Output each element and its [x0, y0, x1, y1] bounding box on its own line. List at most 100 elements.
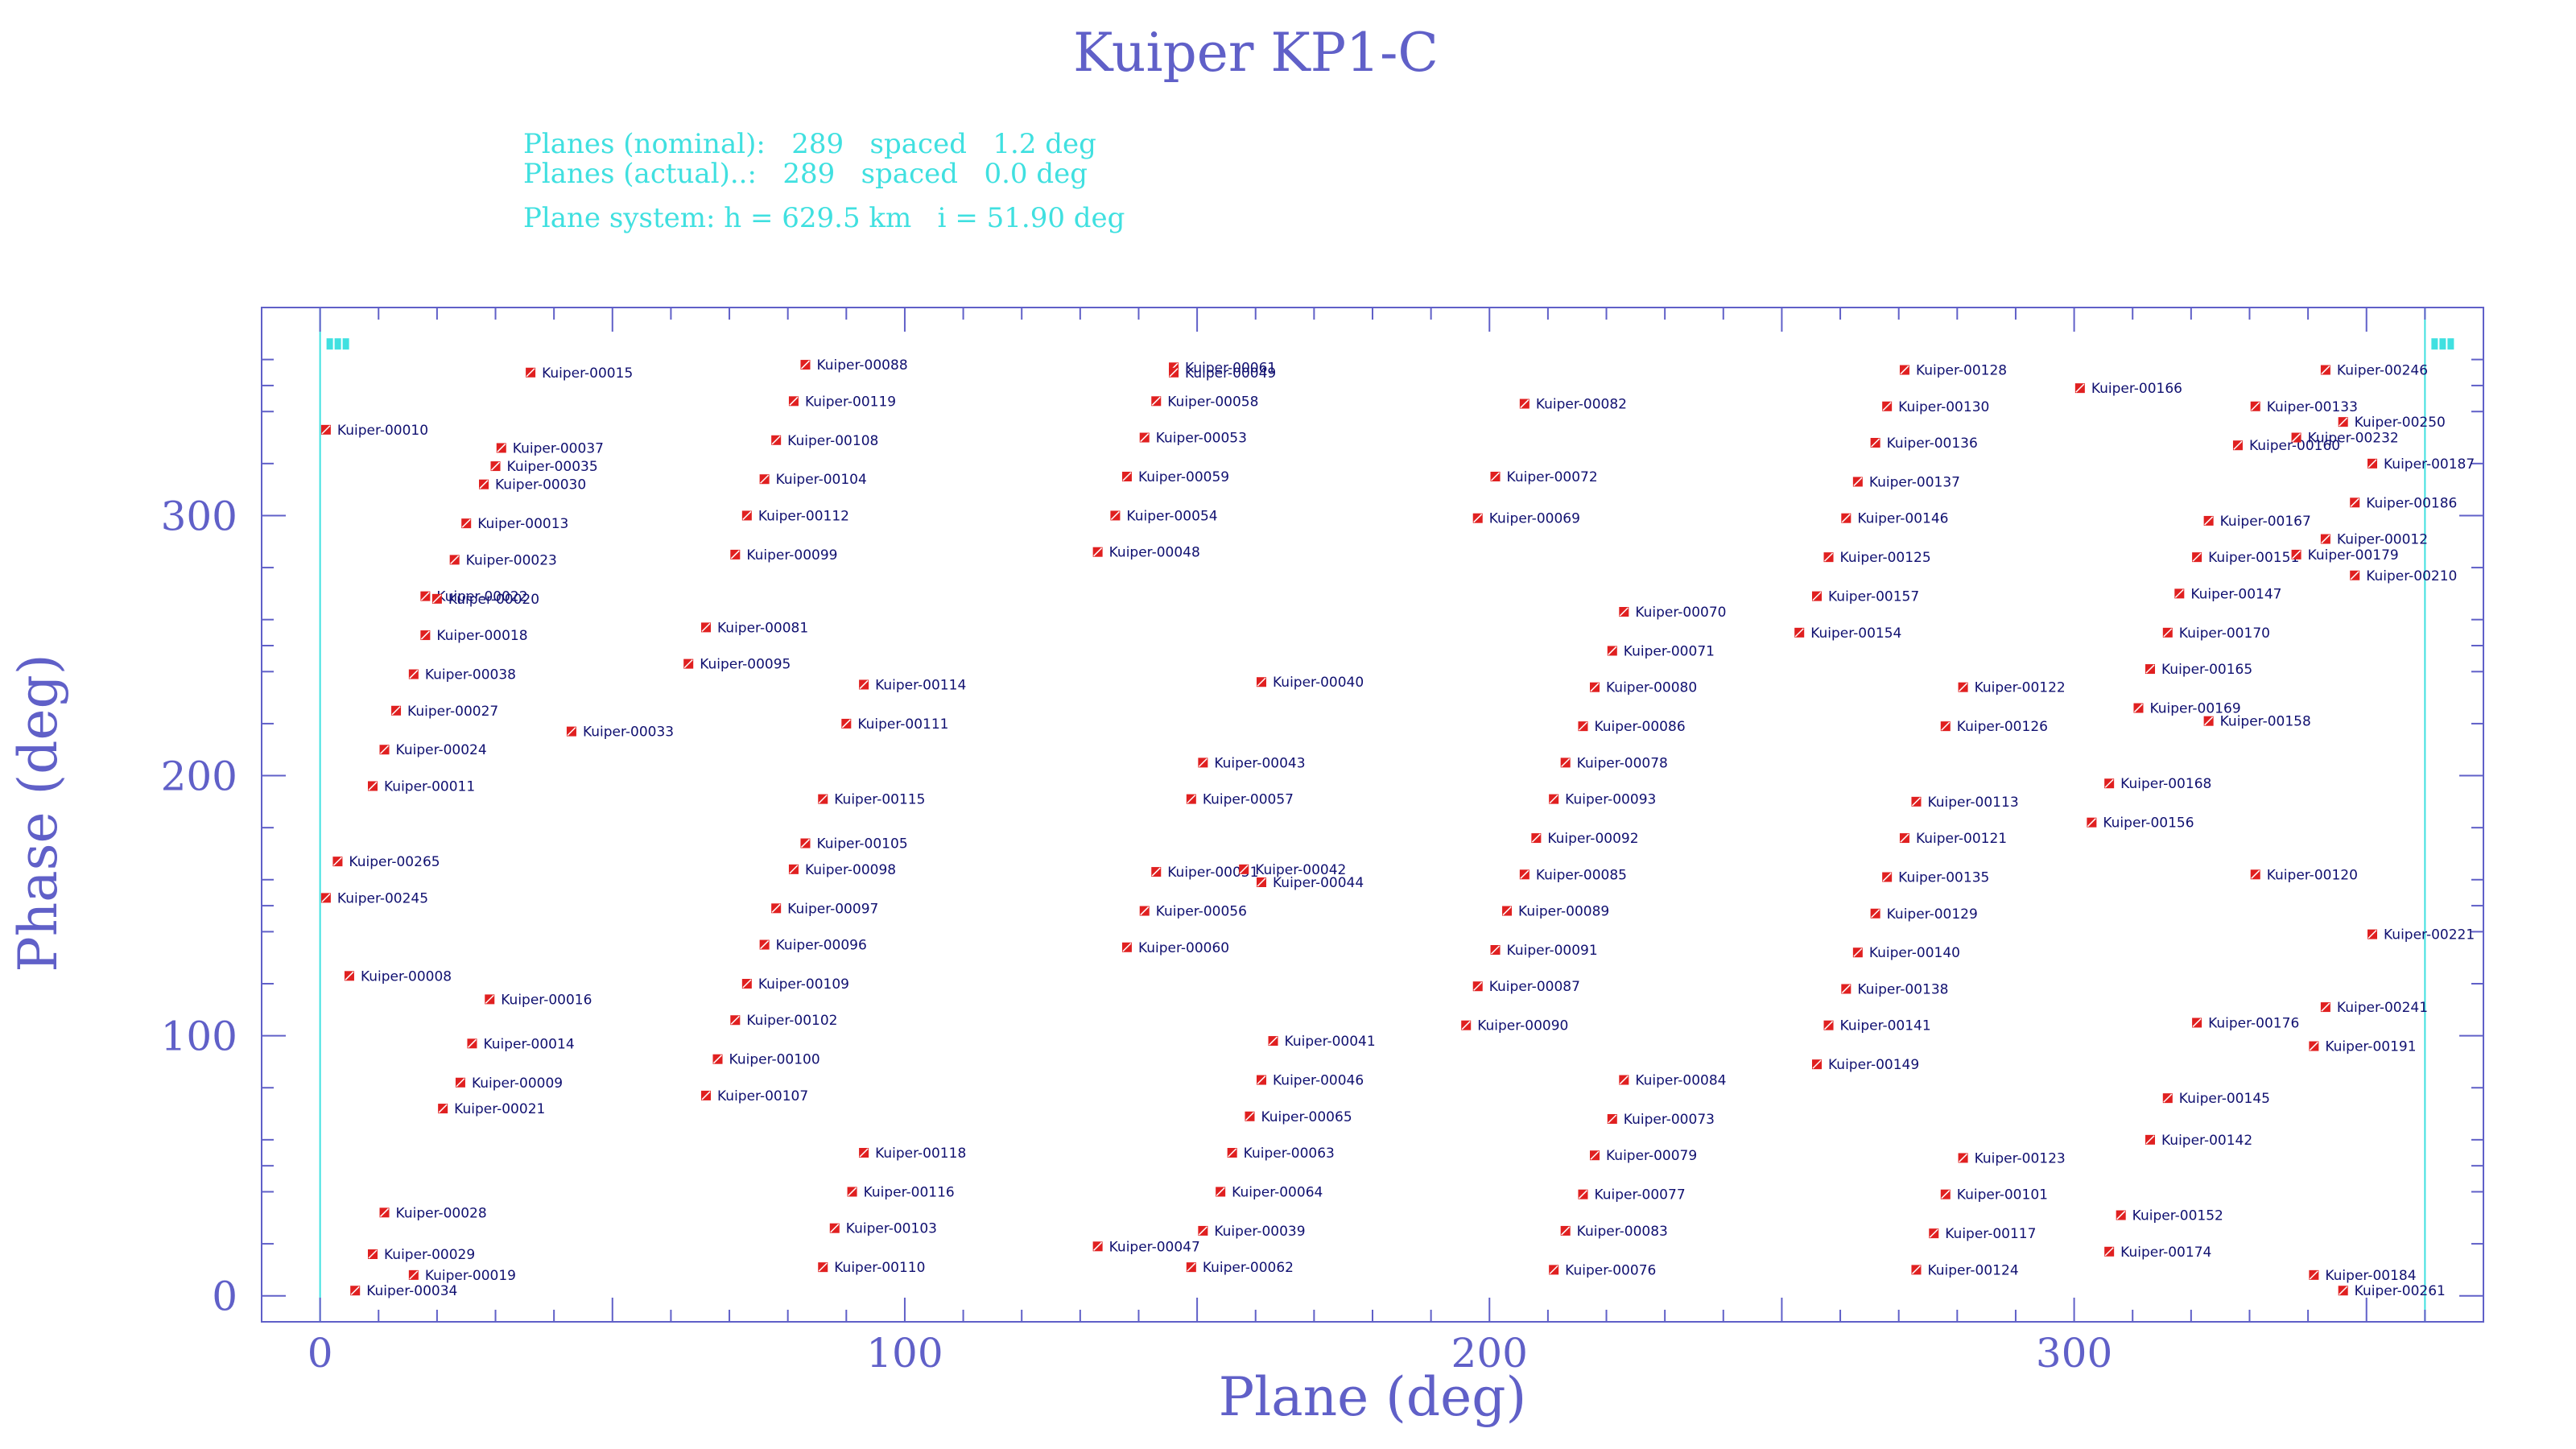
satellite-label: Kuiper-00102 [746, 1013, 837, 1029]
satellite-label: Kuiper-00081 [717, 620, 808, 636]
satellite-marker-slash [712, 1055, 723, 1064]
info-line-1: Planes (nominal): 289 spaced 1.2 deg [523, 128, 1096, 160]
satellite-marker-slash [1619, 1075, 1629, 1085]
satellite-marker-slash [2116, 1211, 2126, 1220]
satellite-label: Kuiper-00098 [805, 862, 896, 878]
boundary-marker-0 [326, 338, 333, 350]
satellite-label: Kuiper-00168 [2120, 776, 2211, 792]
satellite-label: Kuiper-00145 [2179, 1091, 2270, 1107]
satellite-label: Kuiper-00018 [436, 628, 527, 644]
satellite-marker-slash [2251, 869, 2260, 879]
satellite-label: Kuiper-00085 [1536, 867, 1627, 883]
satellite-label: Kuiper-00057 [1203, 792, 1294, 808]
satellite-marker-slash [2233, 440, 2243, 450]
satellite-label: Kuiper-00138 [1857, 981, 1948, 997]
satellite-label: Kuiper-00084 [1635, 1073, 1726, 1089]
satellite-label: Kuiper-00265 [349, 854, 440, 870]
satellite-label: Kuiper-00130 [1898, 399, 1989, 415]
satellite-marker-slash [2368, 930, 2377, 939]
satellite-marker-slash [1122, 943, 1132, 952]
satellite-marker-slash [1140, 433, 1150, 443]
y-tick-label: 300 [161, 493, 237, 539]
satellite-marker-slash [1578, 1190, 1588, 1199]
satellite-marker-slash [771, 436, 781, 445]
satellite-label: Kuiper-00058 [1167, 394, 1258, 410]
satellite-marker-slash [1549, 1265, 1558, 1274]
satellite-label: Kuiper-00008 [361, 968, 452, 985]
satellite-label: Kuiper-00100 [729, 1052, 820, 1068]
satellite-label: Kuiper-00114 [875, 677, 966, 693]
satellite-label: Kuiper-00064 [1232, 1184, 1323, 1200]
satellite-marker-slash [1590, 683, 1600, 692]
y-tick-label: 100 [161, 1013, 237, 1060]
satellite-marker-slash [1151, 396, 1161, 406]
satellite-label: Kuiper-00090 [1477, 1018, 1568, 1034]
boundary-marker-1 [2431, 338, 2438, 350]
satellite-label: Kuiper-00111 [857, 716, 948, 733]
satellite-label: Kuiper-00028 [396, 1205, 487, 1221]
satellite-label: Kuiper-00021 [454, 1101, 545, 1117]
satellite-label: Kuiper-00016 [501, 992, 592, 1008]
satellite-label: Kuiper-00169 [2149, 701, 2240, 717]
satellite-marker-slash [742, 510, 752, 520]
satellite-marker-slash [1169, 368, 1179, 378]
satellite-label: Kuiper-00033 [583, 724, 674, 741]
satellite-label: Kuiper-00024 [396, 742, 487, 758]
satellite-label: Kuiper-00087 [1489, 979, 1580, 995]
satellite-label: Kuiper-00051 [1167, 865, 1258, 881]
satellite-marker-slash [321, 893, 331, 902]
y-tick-label: 0 [212, 1274, 237, 1320]
satellite-label: Kuiper-00124 [1927, 1262, 2018, 1278]
satellite-marker-slash [830, 1224, 840, 1233]
satellite-label: Kuiper-00099 [746, 547, 837, 564]
satellite-marker-slash [1257, 877, 1266, 887]
satellite-marker-slash [345, 971, 354, 980]
satellite-marker-slash [420, 592, 430, 601]
satellite-marker-slash [1140, 906, 1150, 916]
satellite-marker-slash [789, 396, 799, 406]
info-line-2: Planes (actual)..: 289 spaced 0.0 deg [523, 158, 1088, 190]
satellite-label: Kuiper-00112 [758, 508, 849, 524]
satellite-marker-slash [420, 630, 430, 640]
satellite-marker-slash [1187, 1262, 1196, 1272]
satellite-label: Kuiper-00062 [1203, 1260, 1294, 1276]
satellite-marker-slash [701, 622, 711, 632]
satellite-marker-slash [2087, 818, 2096, 828]
satellite-label: Kuiper-00149 [1828, 1057, 1919, 1073]
satellite-marker-slash [1882, 873, 1892, 882]
satellite-label: Kuiper-00123 [1975, 1150, 2066, 1166]
satellite-marker-slash [1257, 677, 1266, 687]
satellite-label: Kuiper-00086 [1594, 719, 1685, 735]
satellite-marker-slash [1900, 833, 1909, 843]
satellite-marker-slash [760, 474, 770, 484]
satellite-marker-slash [1122, 472, 1132, 481]
satellite-label: Kuiper-00110 [834, 1260, 925, 1276]
satellite-marker-slash [2350, 497, 2359, 507]
satellite-marker-slash [859, 679, 869, 689]
satellite-label: Kuiper-00133 [2267, 399, 2358, 415]
satellite-marker-slash [818, 1262, 828, 1272]
satellite-marker-slash [1959, 1153, 1968, 1162]
satellite-marker-slash [1823, 552, 1834, 562]
satellite-label: Kuiper-00077 [1594, 1187, 1685, 1203]
satellite-marker-slash [1841, 514, 1851, 523]
satellite-marker-slash [1853, 477, 1863, 486]
satellite-label: Kuiper-00245 [337, 890, 428, 906]
satellite-label: Kuiper-00156 [2103, 815, 2194, 832]
satellite-label: Kuiper-00012 [2337, 532, 2428, 548]
satellite-label: Kuiper-00157 [1828, 589, 1919, 605]
satellite-marker-slash [409, 670, 419, 679]
satellite-marker-slash [2321, 365, 2330, 375]
satellite-label: Kuiper-00104 [776, 472, 867, 488]
satellite-marker-slash [1900, 365, 1909, 375]
satellite-label: Kuiper-00136 [1887, 436, 1978, 452]
x-tick-label: 0 [308, 1330, 333, 1377]
satellite-label: Kuiper-00095 [700, 657, 791, 673]
satellite-marker-slash [841, 719, 851, 729]
satellite-label: Kuiper-00037 [513, 440, 604, 456]
satellite-marker-slash [730, 1015, 740, 1025]
satellite-marker-slash [1561, 1226, 1571, 1236]
satellite-label: Kuiper-00034 [366, 1283, 457, 1299]
satellite-label: Kuiper-00167 [2220, 514, 2311, 530]
satellite-label: Kuiper-00152 [2132, 1208, 2223, 1224]
